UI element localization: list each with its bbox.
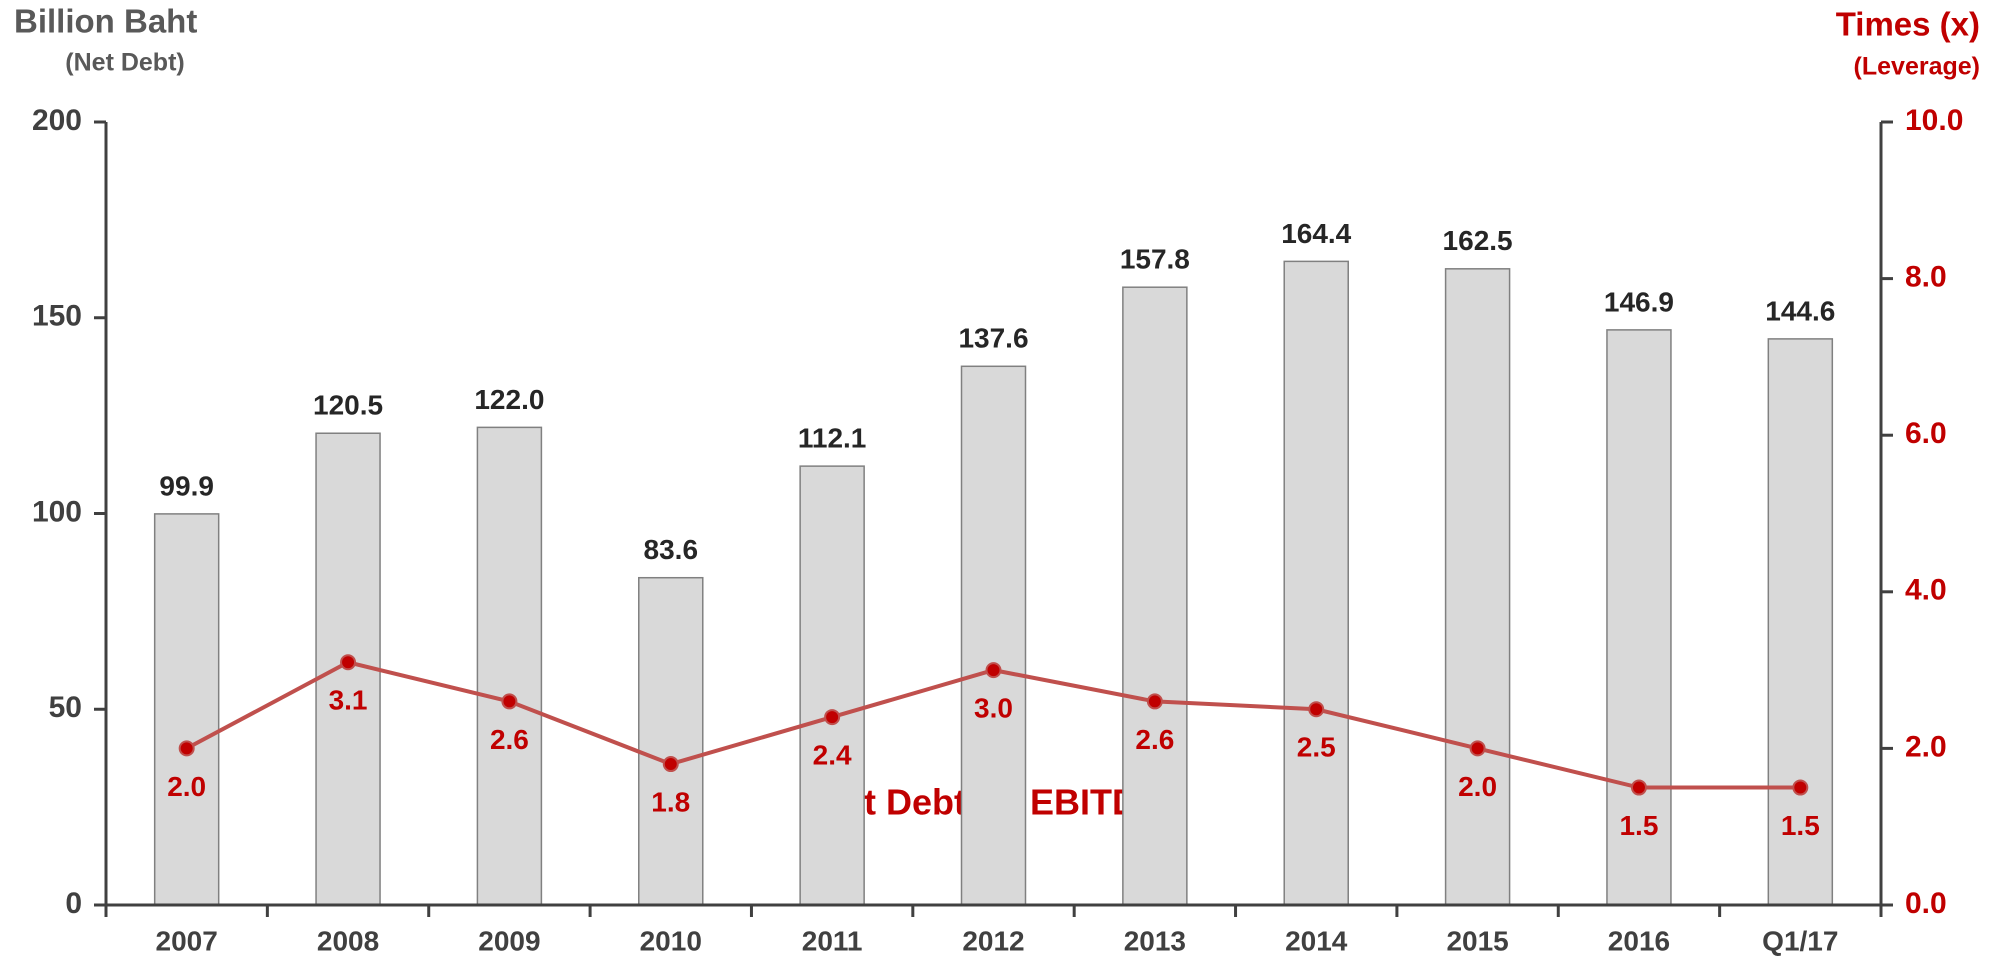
- y2-tick-label: 10.0: [1905, 104, 1963, 137]
- bar-value-label: 157.8: [1120, 244, 1190, 275]
- line-value-label: 2.0: [1458, 771, 1497, 802]
- bar: [1444, 268, 1511, 906]
- bar: [153, 513, 220, 906]
- y2-tick-label: 8.0: [1905, 261, 1947, 294]
- y2-tick-label: 2.0: [1905, 730, 1947, 763]
- line-point: [1792, 779, 1809, 796]
- line-value-label: 2.0: [167, 771, 206, 802]
- x-tick-label: 2011: [802, 925, 863, 956]
- x-tick-label: 2009: [478, 925, 540, 956]
- line-value-label: 2.4: [813, 739, 852, 770]
- bar-value-label: 144.6: [1765, 295, 1835, 326]
- bar: [960, 365, 1027, 906]
- bar-value-label: 83.6: [644, 534, 699, 565]
- y-tick-label: 50: [49, 691, 82, 724]
- x-tick-label: 2007: [156, 925, 218, 956]
- line-point: [1308, 701, 1325, 718]
- line-value-label: 3.1: [329, 685, 368, 716]
- x-tick-label: 2014: [1285, 925, 1348, 956]
- line-point: [501, 693, 518, 710]
- x-tick-label: 2010: [640, 925, 702, 956]
- bar-value-label: 164.4: [1281, 218, 1351, 249]
- y-axis-subtitle: (Net Debt): [65, 49, 184, 77]
- line-point: [178, 740, 195, 757]
- line-value-label: 1.5: [1781, 810, 1820, 841]
- line-point: [1146, 693, 1163, 710]
- line-value-label: 1.5: [1619, 810, 1658, 841]
- line-point: [824, 709, 841, 726]
- y2-axis-title: Times (x): [1836, 6, 1980, 43]
- bar: [1122, 286, 1188, 906]
- y2-tick-label: 0.0: [1905, 887, 1947, 920]
- x-tick-label: 2016: [1608, 925, 1670, 956]
- x-tick-label: 2015: [1446, 925, 1508, 956]
- y-tick-label: 0: [65, 887, 82, 920]
- y2-tick-label: 4.0: [1905, 574, 1947, 607]
- line-value-label: 2.5: [1297, 732, 1336, 763]
- bar-value-label: 120.5: [313, 390, 383, 421]
- bar: [476, 426, 543, 906]
- bar-value-label: 137.6: [958, 323, 1028, 354]
- line-value-label: 2.6: [490, 724, 529, 755]
- bar: [638, 576, 704, 906]
- line-value-label: 1.8: [651, 786, 690, 817]
- bar-value-label: 122.0: [474, 384, 544, 415]
- bar-value-label: 162.5: [1443, 225, 1513, 256]
- y-tick-label: 150: [32, 300, 82, 333]
- line-point: [1469, 740, 1486, 757]
- line-point: [340, 654, 357, 671]
- line-point: [1630, 779, 1647, 796]
- line-point: [985, 662, 1002, 679]
- bar: [1283, 260, 1349, 906]
- x-tick-label: 2013: [1124, 925, 1186, 956]
- x-tick-label: Q1/17: [1762, 925, 1838, 956]
- y-tick-label: 200: [32, 104, 82, 137]
- y-tick-label: 100: [32, 495, 82, 528]
- bar-value-label: 99.9: [159, 470, 214, 501]
- bar-value-label: 146.9: [1604, 286, 1674, 317]
- line-point: [662, 756, 679, 773]
- y-axis-title: Billion Baht: [14, 3, 197, 40]
- bar-value-label: 112.1: [798, 423, 867, 454]
- x-tick-label: 2012: [962, 925, 1024, 956]
- bar: [799, 465, 865, 906]
- y2-tick-label: 6.0: [1905, 417, 1947, 450]
- line-value-label: 3.0: [974, 692, 1013, 723]
- x-tick-label: 2008: [317, 925, 379, 956]
- line-value-label: 2.6: [1135, 724, 1174, 755]
- y2-axis-subtitle: (Leverage): [1854, 53, 1980, 81]
